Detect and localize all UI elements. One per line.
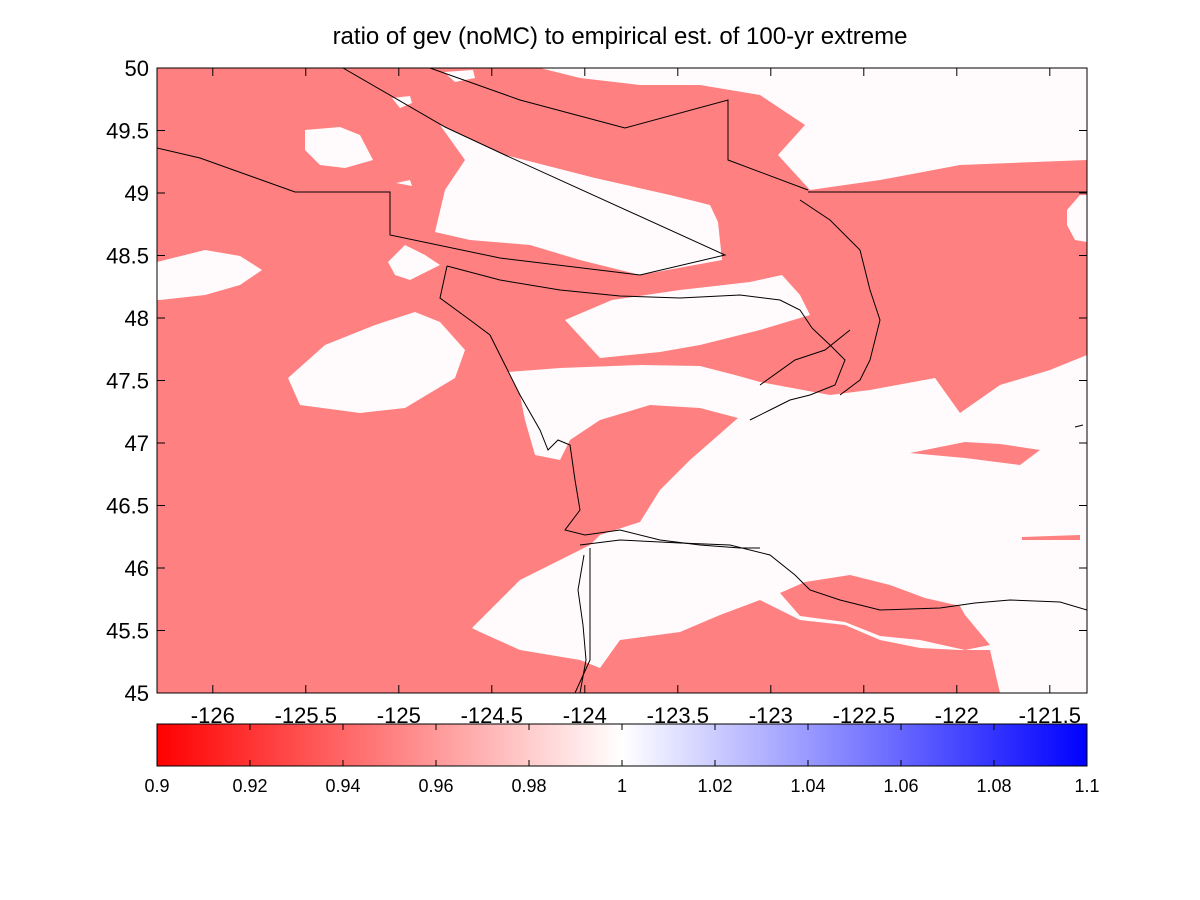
map-area: [157, 68, 1087, 693]
colorbar-tick-label: 1: [617, 776, 627, 796]
columbia-river-line: [579, 539, 1087, 611]
colorbar-tick-label: 1.04: [790, 776, 825, 796]
y-tick-label: 46: [125, 556, 149, 581]
colorbar-tick-label: 1.1: [1074, 776, 1099, 796]
oregon-coast-line: [577, 554, 587, 693]
colorbar-tick-label: 1.02: [697, 776, 732, 796]
y-tick-label: 49.5: [106, 119, 149, 144]
colorbar-ticks: 0.9 0.92 0.94 0.96 0.98 1 1.02 1.04 1.06 1.08 1.1: [144, 724, 1100, 796]
white-region-ocean-center: [288, 312, 465, 413]
canada-us-border-line: [157, 68, 727, 276]
colorbar-tick-label: 1.06: [883, 776, 918, 796]
y-tick-label: 49: [125, 181, 149, 206]
y-axis-ticks: 45 45.5 46 46.5 47 47.5 48 48.5 49 49.5 50: [106, 56, 1087, 706]
white-region-northeast: [540, 68, 975, 132]
white-blob-nw: [305, 127, 373, 168]
olympic-coast-line: [439, 265, 760, 549]
pink-region-south-east: [780, 575, 990, 650]
colorbar-tick-label: 1.08: [976, 776, 1011, 796]
colorbar-tick-label: 0.92: [232, 776, 267, 796]
colorbar-tick-label: 0.96: [418, 776, 453, 796]
plot-title: ratio of gev (noMC) to empirical est. of…: [333, 23, 908, 50]
y-tick-label: 45.5: [106, 619, 149, 644]
y-tick-label: 46.5: [106, 494, 149, 519]
colorbar: [156, 723, 1088, 767]
strait-coast-line: [446, 265, 813, 329]
y-tick-label: 50: [125, 56, 149, 81]
pink-sliver-east: [1022, 535, 1080, 540]
white-blob-strait: [388, 245, 440, 280]
pink-band-east: [910, 442, 1040, 465]
white-blob-tiny-2: [396, 180, 412, 186]
colorbar-tick-label: 0.94: [325, 776, 360, 796]
border-north-line: [429, 68, 809, 191]
east-small-line: [1074, 424, 1084, 428]
colorbar-tick-label: 0.9: [144, 776, 169, 796]
white-region-west: [157, 250, 262, 300]
coastline-lines: [157, 68, 1087, 693]
y-tick-label: 48.5: [106, 244, 149, 269]
oregon-border-line: [574, 548, 591, 693]
ratio-below-one-regions: [780, 442, 1080, 650]
y-tick-label: 47: [125, 431, 149, 456]
white-blob-top-small: [444, 70, 475, 82]
puget-sound-line: [749, 199, 881, 421]
y-tick-label: 47.5: [106, 369, 149, 394]
white-region-east-edge: [1067, 195, 1087, 242]
y-tick-label: 48: [125, 306, 149, 331]
y-tick-label: 45: [125, 681, 149, 706]
colorbar-tick-label: 0.98: [511, 776, 546, 796]
